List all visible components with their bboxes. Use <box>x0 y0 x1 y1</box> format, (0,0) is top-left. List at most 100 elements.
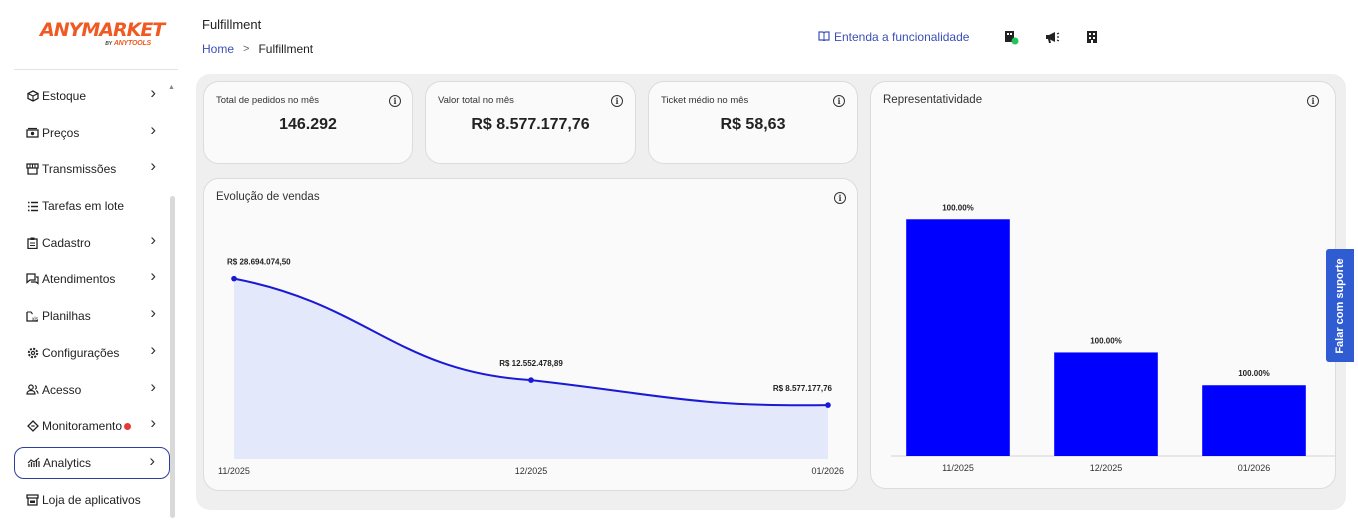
sidebar-item-planilhas[interactable]: xls Planilhas › <box>14 300 170 332</box>
page-title: Fulfillment <box>202 17 262 32</box>
rep-x-tick-label: 11/2025 <box>942 463 974 473</box>
sidebar-item-acesso[interactable]: Acesso › <box>14 374 170 406</box>
anymarket-logo[interactable]: ANYMARKET BY ANYTOOLS <box>40 19 165 47</box>
breadcrumb: Home > Fulfillment <box>202 42 313 56</box>
sales-x-tick-label: 11/2025 <box>218 466 250 476</box>
understand-feature-label: Entenda a funcionalidade <box>834 30 970 44</box>
chevron-right-icon: › <box>150 413 156 433</box>
chevron-right-icon: › <box>150 303 156 323</box>
megaphone-icon[interactable] <box>1044 29 1060 45</box>
alert-dot <box>124 422 132 430</box>
sales-evolution-card: Evolução de vendas i R$ 28.694.074,50 11/… <box>203 178 858 491</box>
box-icon <box>26 90 39 103</box>
sidebar-divider <box>14 69 178 70</box>
chevron-right-icon: › <box>150 119 156 139</box>
sidebar-item-cadastro[interactable]: Cadastro › <box>14 227 170 259</box>
kpi-card-avg-ticket: Ticket médio no mês i R$ 58,63 <box>648 81 858 164</box>
support-button[interactable]: Falar com suporte <box>1326 249 1354 362</box>
clipboard-icon <box>26 236 39 249</box>
sidebar-item-configurações[interactable]: Configurações › <box>14 337 170 369</box>
store-icon <box>26 163 39 176</box>
rep-bar <box>1202 385 1306 456</box>
kpi-card-total-value: Valor total no mês i R$ 8.577.177,76 <box>425 81 636 164</box>
sidebar-item-estoque[interactable]: Estoque › <box>14 80 170 112</box>
sidebar-item-label: Tarefas em lote <box>42 199 125 214</box>
sidebar-item-label: Acesso <box>42 382 82 397</box>
chevron-right-icon: › <box>150 266 156 286</box>
chevron-right-icon: › <box>150 339 156 359</box>
sales-x-tick-label: 12/2025 <box>515 466 548 476</box>
rep-data-label: 100.00% <box>1238 369 1270 378</box>
sales-point <box>825 402 831 408</box>
chevron-right-icon: › <box>150 156 156 176</box>
sidebar-scrollbar[interactable] <box>170 196 175 518</box>
sidebar-item-label: Planilhas <box>42 309 91 324</box>
analytics-icon <box>27 456 40 469</box>
understand-feature-link[interactable]: Entenda a funcionalidade <box>818 30 969 44</box>
sidebar-item-atendimentos[interactable]: Atendimentos › <box>14 263 170 295</box>
sidebar-item-label: Loja de aplicativos <box>42 492 141 507</box>
sidebar-item-label: Preços <box>42 125 80 140</box>
book-icon <box>818 30 830 44</box>
sidebar-item-label: Configurações <box>42 345 120 360</box>
representativeness-chart: 100.00% 11/2025 100.00% 12/2025 100.00% 01/20… <box>891 203 1335 473</box>
status-icon[interactable] <box>1003 29 1019 45</box>
breadcrumb-current: Fulfillment <box>258 42 314 56</box>
support-label: Falar com suporte <box>1334 257 1346 354</box>
sidebar-item-label: Analytics <box>43 455 92 470</box>
chat-icon <box>26 273 39 286</box>
rep-bar <box>1054 352 1158 456</box>
rep-data-label: 100.00% <box>942 203 974 212</box>
sidebar-item-label: Atendimentos <box>42 272 116 287</box>
kpi-value: R$ 58,63 <box>720 116 786 133</box>
info-icon[interactable]: i <box>834 192 846 204</box>
sales-evolution-chart: R$ 28.694.074,50 11/2025 R$ 12.552.478,89 1… <box>218 258 844 476</box>
kpi-value: 146.292 <box>279 116 337 133</box>
sidebar-item-preços[interactable]: Preços › <box>14 117 170 149</box>
sidebar-item-label: Transmissões <box>42 162 117 177</box>
sidebar: ANYMARKET BY ANYTOOLS ▲ Estoque › Preços › Tr… <box>0 0 178 518</box>
sidebar-item-loja-de-aplicativos[interactable]: Loja de aplicativos <box>14 484 170 516</box>
sidebar-item-tarefas-em-lote[interactable]: Tarefas em lote <box>14 190 170 222</box>
sidebar-item-analytics[interactable]: Analytics › <box>14 446 170 479</box>
kpi-value: R$ 8.577.177,76 <box>471 116 590 133</box>
chevron-right-icon: › <box>150 83 156 102</box>
kpi-card-total-orders: Total de pedidos no mês i 146.292 <box>203 81 413 164</box>
chevron-right-icon: › <box>149 450 155 470</box>
list-icon <box>26 200 39 213</box>
chevron-right-icon: › <box>150 376 156 396</box>
rep-bar <box>906 219 1010 456</box>
rep-data-label: 100.00% <box>1090 336 1122 345</box>
gear-icon <box>26 346 39 359</box>
diamond-icon <box>26 420 39 433</box>
breadcrumb-home-link[interactable]: Home <box>202 42 235 56</box>
sidebar-item-label: Monitoramento <box>42 419 123 434</box>
info-icon[interactable]: i <box>1307 95 1319 107</box>
logo-by: BY <box>105 41 112 47</box>
sidebar-item-transmissões[interactable]: Transmissões › <box>14 153 170 185</box>
info-icon[interactable]: i <box>389 95 401 107</box>
sales-data-label: R$ 28.694.074,50 <box>227 258 291 267</box>
sales-area <box>234 278 828 459</box>
dashboard-content: Total de pedidos no mês i 146.292 Valor … <box>196 74 1346 510</box>
rep-x-tick-label: 12/2025 <box>1090 463 1123 473</box>
scroll-up-icon[interactable]: ▲ <box>168 84 175 91</box>
info-icon[interactable]: i <box>833 95 845 107</box>
sales-x-tick-label: 01/2026 <box>811 466 844 476</box>
logo-sub: ANYTOOLS <box>113 40 151 47</box>
building-icon[interactable] <box>1084 29 1100 45</box>
kpi-label: Total de pedidos no mês <box>216 95 319 106</box>
kpi-label: Ticket médio no mês <box>661 95 749 106</box>
sales-point <box>528 377 534 383</box>
breadcrumb-chevron-icon: > <box>243 43 250 55</box>
representativeness-title: Representatividade <box>883 94 983 106</box>
cash-icon <box>26 126 39 139</box>
kpi-label: Valor total no mês <box>438 95 514 106</box>
logo-text: ANYMARKET <box>40 19 165 41</box>
info-icon[interactable]: i <box>611 95 623 107</box>
svg-text:xls: xls <box>32 316 39 322</box>
sidebar-item-monitoramento[interactable]: Monitoramento › <box>14 410 170 442</box>
rep-x-tick-label: 01/2026 <box>1238 463 1271 473</box>
chevron-right-icon: › <box>150 229 156 249</box>
sidebar-item-label: Cadastro <box>42 235 91 250</box>
